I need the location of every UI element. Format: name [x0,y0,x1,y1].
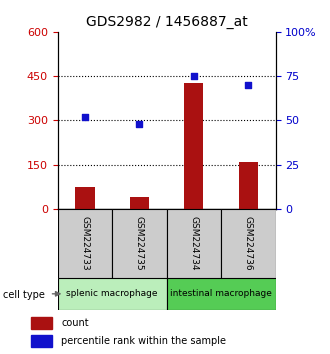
Bar [184,84,203,209]
Bar [31,335,52,347]
Point [191,73,197,79]
Bar [58,278,167,310]
Bar [31,316,52,329]
Bar [239,162,258,209]
Text: GSM224736: GSM224736 [244,216,253,271]
Text: count: count [61,318,89,328]
Text: GSM224733: GSM224733 [81,216,89,271]
Point [246,82,251,88]
Text: intestinal macrophage: intestinal macrophage [170,289,272,298]
Bar [167,278,276,310]
Bar [221,209,276,278]
Text: splenic macrophage: splenic macrophage [66,289,158,298]
Bar [130,197,149,209]
Bar [112,209,167,278]
Bar [76,187,94,209]
Title: GDS2982 / 1456887_at: GDS2982 / 1456887_at [86,16,248,29]
Text: percentile rank within the sample: percentile rank within the sample [61,336,226,346]
Text: GSM224734: GSM224734 [189,216,198,270]
Point [137,121,142,127]
Text: cell type: cell type [3,290,45,299]
Bar [58,209,112,278]
Text: GSM224735: GSM224735 [135,216,144,271]
Bar [167,209,221,278]
Point [82,114,88,120]
